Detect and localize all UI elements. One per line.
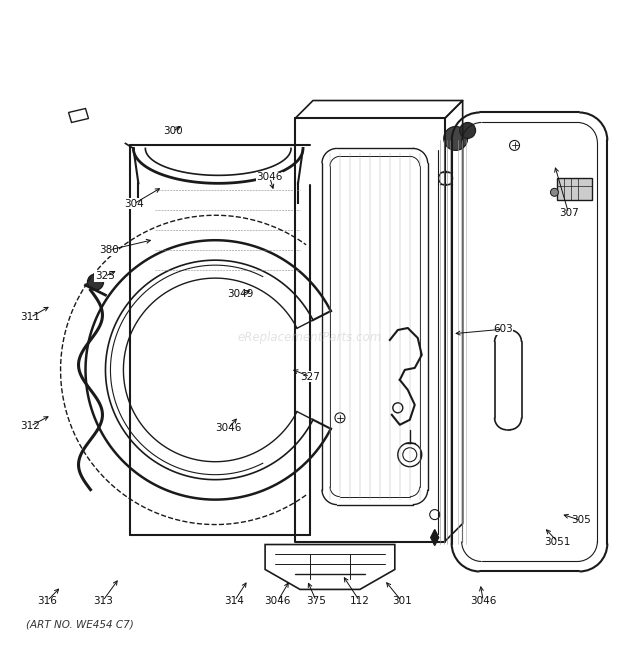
Text: 312: 312 [20, 421, 40, 431]
Text: 304: 304 [124, 199, 144, 209]
Text: 3051: 3051 [544, 537, 570, 547]
Text: 3046: 3046 [215, 423, 242, 433]
Text: 3046: 3046 [470, 596, 497, 606]
Text: 305: 305 [571, 516, 591, 525]
Text: 313: 313 [93, 596, 113, 606]
Text: 301: 301 [392, 596, 412, 606]
Circle shape [459, 122, 476, 138]
Circle shape [87, 274, 104, 290]
Text: 3049: 3049 [228, 290, 254, 299]
Text: 311: 311 [20, 312, 40, 323]
Text: 375: 375 [306, 596, 326, 606]
Text: 3046: 3046 [265, 596, 291, 606]
Text: (ART NO. WE454 C7): (ART NO. WE454 C7) [25, 619, 133, 629]
Text: 112: 112 [350, 596, 370, 606]
Bar [557, 178, 592, 200]
Text: 314: 314 [224, 596, 244, 606]
Circle shape [551, 188, 559, 196]
Text: 307: 307 [559, 208, 578, 218]
Polygon shape [431, 529, 439, 545]
Text: eReplacementParts.com: eReplacementParts.com [238, 331, 382, 344]
Text: 3046: 3046 [257, 173, 283, 182]
Text: 380: 380 [99, 245, 119, 255]
Text: 327: 327 [300, 371, 320, 381]
Text: 325: 325 [95, 272, 115, 282]
Text: 603: 603 [493, 324, 513, 334]
Text: 300: 300 [163, 126, 182, 136]
Text: 316: 316 [37, 596, 57, 606]
Circle shape [444, 126, 467, 151]
